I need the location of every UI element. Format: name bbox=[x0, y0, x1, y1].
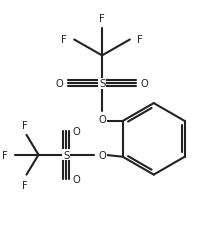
Text: S: S bbox=[99, 79, 105, 89]
Text: O: O bbox=[55, 79, 63, 89]
Text: O: O bbox=[141, 79, 149, 89]
Text: F: F bbox=[61, 35, 67, 45]
Text: S: S bbox=[63, 150, 69, 160]
Text: O: O bbox=[72, 174, 80, 184]
Text: F: F bbox=[99, 14, 105, 24]
Text: O: O bbox=[72, 126, 80, 136]
Text: O: O bbox=[98, 150, 106, 160]
Text: F: F bbox=[22, 120, 28, 130]
Text: F: F bbox=[22, 180, 28, 190]
Text: O: O bbox=[98, 115, 106, 125]
Text: F: F bbox=[137, 35, 143, 45]
Text: F: F bbox=[2, 150, 7, 160]
